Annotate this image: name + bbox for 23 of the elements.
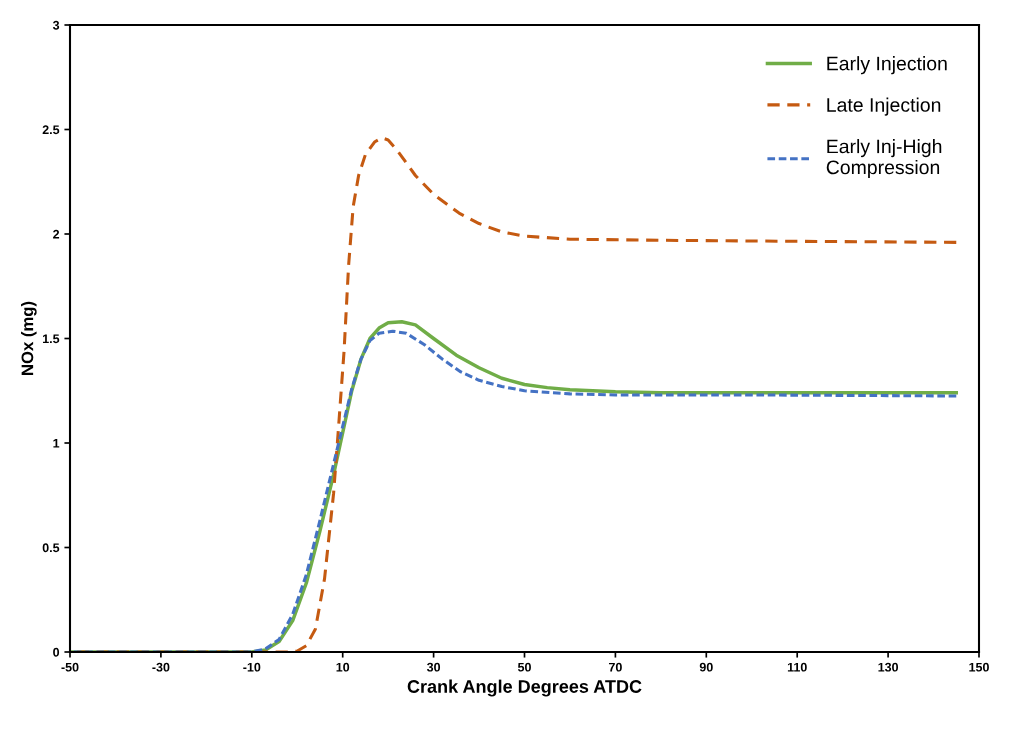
x-axis-title: Crank Angle Degrees ATDC bbox=[407, 679, 642, 697]
x-tick-label: 110 bbox=[787, 662, 807, 672]
y-tick-label: 0 bbox=[53, 647, 60, 657]
x-tick-label: 10 bbox=[336, 662, 350, 672]
y-axis-title: NOx (mg) bbox=[21, 301, 37, 375]
x-tick-label: 30 bbox=[426, 662, 441, 672]
x-tick-label: -10 bbox=[243, 662, 261, 672]
x-tick-label: -50 bbox=[61, 662, 79, 672]
y-tick-label: 2 bbox=[53, 229, 60, 239]
legend-label: Early Inj-High Compression bbox=[826, 139, 942, 179]
y-tick-label: 2.5 bbox=[42, 125, 60, 135]
legend-label: Late Injection bbox=[827, 97, 941, 116]
legend-label: Early Injection bbox=[827, 56, 947, 75]
y-tick-label: 0.5 bbox=[42, 543, 60, 553]
x-tick-label: -30 bbox=[152, 662, 170, 672]
x-tick-label: 50 bbox=[517, 662, 531, 672]
x-tick-label: 70 bbox=[608, 662, 622, 672]
x-tick-label: 90 bbox=[699, 662, 713, 672]
x-tick-label: 150 bbox=[969, 662, 989, 672]
y-tick-label: 1 bbox=[53, 438, 60, 448]
x-tick-label: 130 bbox=[878, 662, 899, 672]
y-tick-label: 1.5 bbox=[43, 334, 60, 344]
y-tick-label: 3 bbox=[52, 20, 60, 30]
